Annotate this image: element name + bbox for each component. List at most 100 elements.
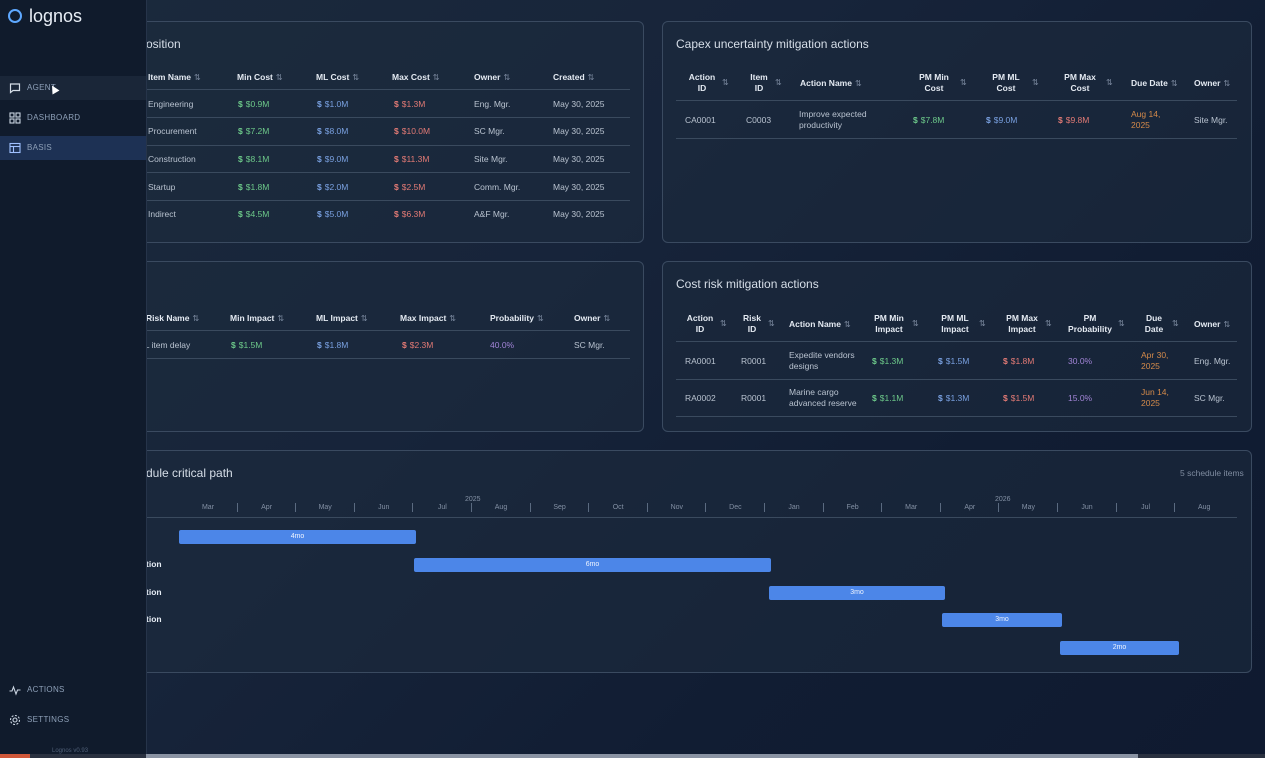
sort-icon[interactable]: ⇅ xyxy=(720,319,727,328)
gear-icon xyxy=(9,714,21,726)
item-name: Startup xyxy=(148,182,176,192)
month-label: Jan xyxy=(788,504,800,511)
col-pm-ml-impact[interactable]: PM ML Impact xyxy=(941,313,969,334)
col-max-impact[interactable]: Max Impact ⇅ xyxy=(400,313,456,323)
sidebar-item-label: BASIS xyxy=(27,143,53,152)
col-created[interactable]: Created ⇅ xyxy=(553,72,595,82)
sort-icon[interactable]: ⇅ xyxy=(960,78,967,87)
pm-probability: 30.0% xyxy=(1068,356,1093,366)
sidebar-item-label: AGENT xyxy=(27,83,57,92)
created: May 30, 2025 xyxy=(553,209,605,219)
month-label: Apr xyxy=(261,504,273,511)
schedule-title: dule critical path xyxy=(146,466,233,480)
col-risk-name[interactable]: Risk Name ⇅ xyxy=(146,313,200,323)
col-pm-min-impact[interactable]: PM Min Impact xyxy=(874,313,904,334)
min-cost: $ $4.5M xyxy=(238,209,270,219)
month-separator xyxy=(646,503,648,512)
col-pm-probability[interactable]: PM Probability xyxy=(1068,313,1112,334)
sidebar-item-basis[interactable]: BASIS xyxy=(0,136,146,160)
capex-actions-panel xyxy=(662,21,1252,243)
col-risk-id[interactable]: Risk ID xyxy=(743,313,761,334)
col-action-id[interactable]: Action ID xyxy=(686,313,714,334)
col-ml-cost[interactable]: ML Cost ⇅ xyxy=(316,72,360,82)
col-pm-max-impact[interactable]: PM Max Impact xyxy=(1006,313,1038,334)
sidebar-item-agent[interactable]: AGENT xyxy=(0,76,146,100)
sort-icon[interactable]: ⇅ xyxy=(1118,319,1125,328)
sort-icon[interactable]: ⇅ xyxy=(1032,78,1039,87)
month-separator xyxy=(1174,503,1176,512)
task-label: tion xyxy=(146,614,162,624)
sort-icon[interactable]: ⇅ xyxy=(912,319,919,328)
col-min-cost[interactable]: Min Cost ⇅ xyxy=(237,72,283,82)
col-max-cost[interactable]: Max Cost ⇅ xyxy=(392,72,440,82)
gantt-bar[interactable]: 3mo xyxy=(769,586,945,600)
ml-cost: $ $9.0M xyxy=(317,154,349,164)
pm-ml-cost: $ $9.0M xyxy=(986,115,1018,125)
col-action-name[interactable]: Action Name ⇅ xyxy=(789,319,851,329)
col-ml-impact[interactable]: ML Impact ⇅ xyxy=(316,313,368,323)
ml-cost: $ $1.0M xyxy=(317,99,349,109)
owner: SC Mgr. xyxy=(474,126,505,136)
row-divider xyxy=(676,416,1237,417)
col-pm-max-cost[interactable]: PM Max Cost xyxy=(1064,72,1096,93)
col-item-name[interactable]: Item Name ⇅ xyxy=(148,72,201,82)
owner: Eng. Mgr. xyxy=(1194,356,1231,366)
scrollbar-thumb[interactable] xyxy=(146,754,1138,758)
max-cost: $ $10.0M xyxy=(394,126,431,136)
risk-table-panel xyxy=(62,261,644,432)
col-due-date[interactable]: Due Date ⇅ xyxy=(1131,78,1178,88)
month-separator xyxy=(764,503,765,512)
sort-icon[interactable]: ⇅ xyxy=(979,319,986,328)
col-pm-ml-cost[interactable]: PM ML Cost xyxy=(992,72,1020,93)
sidebar-item-settings[interactable]: SETTINGS xyxy=(0,708,146,732)
max-cost: $ $11.3M xyxy=(394,154,430,164)
sort-icon[interactable]: ⇅ xyxy=(1106,78,1113,87)
max-cost: $ $6.3M xyxy=(394,209,426,219)
sort-icon[interactable]: ⇅ xyxy=(1172,319,1179,328)
probability: 40.0% xyxy=(490,340,515,350)
month-separator xyxy=(1057,503,1058,512)
month-label: Sep xyxy=(553,504,566,511)
sort-icon[interactable]: ⇅ xyxy=(722,78,729,87)
risk-id: R0001 xyxy=(741,393,767,403)
owner: Comm. Mgr. xyxy=(474,182,521,192)
col-pm-min-cost[interactable]: PM Min Cost xyxy=(919,72,949,93)
max-cost: $ $1.3M xyxy=(394,99,426,109)
ml-cost: $ $8.0M xyxy=(317,126,349,136)
pm-probability: 15.0% xyxy=(1068,393,1093,403)
risk-id: R0001 xyxy=(741,356,767,366)
month-separator xyxy=(998,503,1000,512)
gantt-bar[interactable]: 4mo xyxy=(179,530,416,544)
col-min-impact[interactable]: Min Impact ⇅ xyxy=(230,313,285,323)
sidebar-item-actions[interactable]: ACTIONS xyxy=(0,678,146,702)
col-action-id[interactable]: Action ID xyxy=(688,72,716,93)
month-separator xyxy=(471,503,472,512)
col-item-id[interactable]: Item ID xyxy=(750,72,768,93)
month-separator xyxy=(529,503,531,512)
col-owner[interactable]: Owner ⇅ xyxy=(474,72,511,82)
risk-actions-panel xyxy=(662,261,1252,432)
col-owner[interactable]: Owner ⇅ xyxy=(1194,319,1231,329)
cursor-icon xyxy=(48,83,60,95)
gantt-bar[interactable]: 3mo xyxy=(942,613,1062,627)
month-label: Nov xyxy=(670,504,684,511)
col-owner[interactable]: Owner ⇅ xyxy=(1194,78,1231,88)
sidebar-item-dashboard[interactable]: DASHBOARD xyxy=(0,106,146,130)
gantt-bar[interactable]: 2mo xyxy=(1060,641,1179,655)
app-name: lognos xyxy=(29,6,83,26)
sort-icon[interactable]: ⇅ xyxy=(775,78,782,87)
horizontal-scrollbar[interactable] xyxy=(0,754,1265,758)
sidebar-item-label: DASHBOARD xyxy=(27,113,81,122)
owner: SC Mgr. xyxy=(574,340,605,350)
col-due-date[interactable]: Due Date xyxy=(1144,313,1164,334)
sort-icon[interactable]: ⇅ xyxy=(768,319,775,328)
col-action-name[interactable]: Action Name ⇅ xyxy=(800,78,862,88)
year-label: 2026 xyxy=(995,496,1011,503)
col-owner[interactable]: Owner ⇅ xyxy=(574,313,611,323)
month-label: Dec xyxy=(729,504,742,511)
col-probability[interactable]: Probability ⇅ xyxy=(490,313,544,323)
month-label: Aug xyxy=(1197,504,1211,511)
sort-icon[interactable]: ⇅ xyxy=(1045,319,1052,328)
max-impact: $ $2.3M xyxy=(402,340,434,350)
gantt-bar[interactable]: 6mo xyxy=(414,558,771,572)
